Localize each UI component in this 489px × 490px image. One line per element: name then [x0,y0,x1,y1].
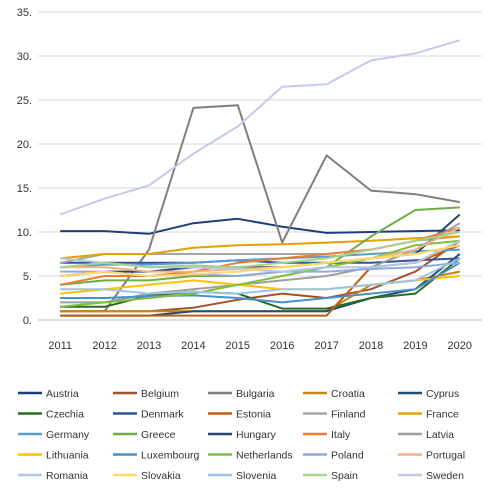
series-line-spain [60,231,460,269]
series-line-portugal [60,226,461,273]
legend-label: Austria [46,388,79,400]
legend-label: Sweden [426,470,464,482]
legend-label: Finland [331,409,366,421]
series-line-sweden [59,39,461,216]
legend-label: Bulgaria [236,388,275,400]
y-tick-label: 35. [17,7,32,19]
y-axis: 0. 5. 10. 15. 20. 25. 30. 35. [17,7,482,327]
y-tick-label: 15. [17,183,32,195]
y-tick-label: 20. [17,139,32,151]
x-tick-label: 2020 [448,340,472,352]
series-line-slovenia [60,257,461,295]
series-line-france [60,235,460,260]
series-lines [59,39,461,317]
legend-label: Czechia [46,409,84,421]
series-line-luxembourg [60,261,461,304]
x-axis: 2011 2012 2013 2014 2015 2016 2017 2018 2019 2020 [48,340,472,352]
legend-label: Belgium [141,388,179,400]
series-line-netherlands [60,239,460,308]
legend-label: Latvia [426,429,454,441]
y-tick-label: 30. [17,51,32,63]
legend-label: Poland [331,450,364,462]
legend-label: Estonia [236,409,271,421]
legend-label: Portugal [426,450,465,462]
legend-label: Slovenia [236,470,276,482]
x-tick-label: 2012 [92,340,116,352]
x-tick-label: 2013 [137,340,161,352]
legend-label: Romania [46,470,88,482]
x-tick-label: 2016 [270,340,294,352]
legend-label: Italy [331,429,351,441]
x-tick-label: 2015 [226,340,250,352]
legend-label: Slovakia [141,470,181,482]
x-tick-label: 2019 [403,340,427,352]
y-tick-label: 0. [23,315,32,327]
legend: Austria Belgium Bulgaria Croatia Cyprus Czech… [18,388,465,482]
legend-label: Lithuania [46,450,89,462]
legend-label: Hungary [236,429,276,441]
legend-label: Cyprus [426,388,459,400]
legend-label: Greece [141,429,176,441]
series-line-slovakia [60,244,460,277]
legend-label: Croatia [331,388,365,400]
y-tick-label: 25. [17,95,32,107]
x-tick-label: 2014 [181,340,205,352]
legend-label: Luxembourg [141,450,200,462]
legend-label: Netherlands [236,450,293,462]
legend-label: Denmark [141,409,184,421]
y-tick-label: 5. [23,271,32,283]
series-line-austria [60,217,460,235]
legend-label: Germany [46,429,90,441]
x-tick-label: 2017 [314,340,338,352]
legend-label: Spain [331,470,358,482]
y-tick-label: 10. [17,227,32,239]
legend-label: France [426,409,459,421]
x-tick-label: 2011 [48,340,72,352]
x-tick-label: 2018 [359,340,383,352]
